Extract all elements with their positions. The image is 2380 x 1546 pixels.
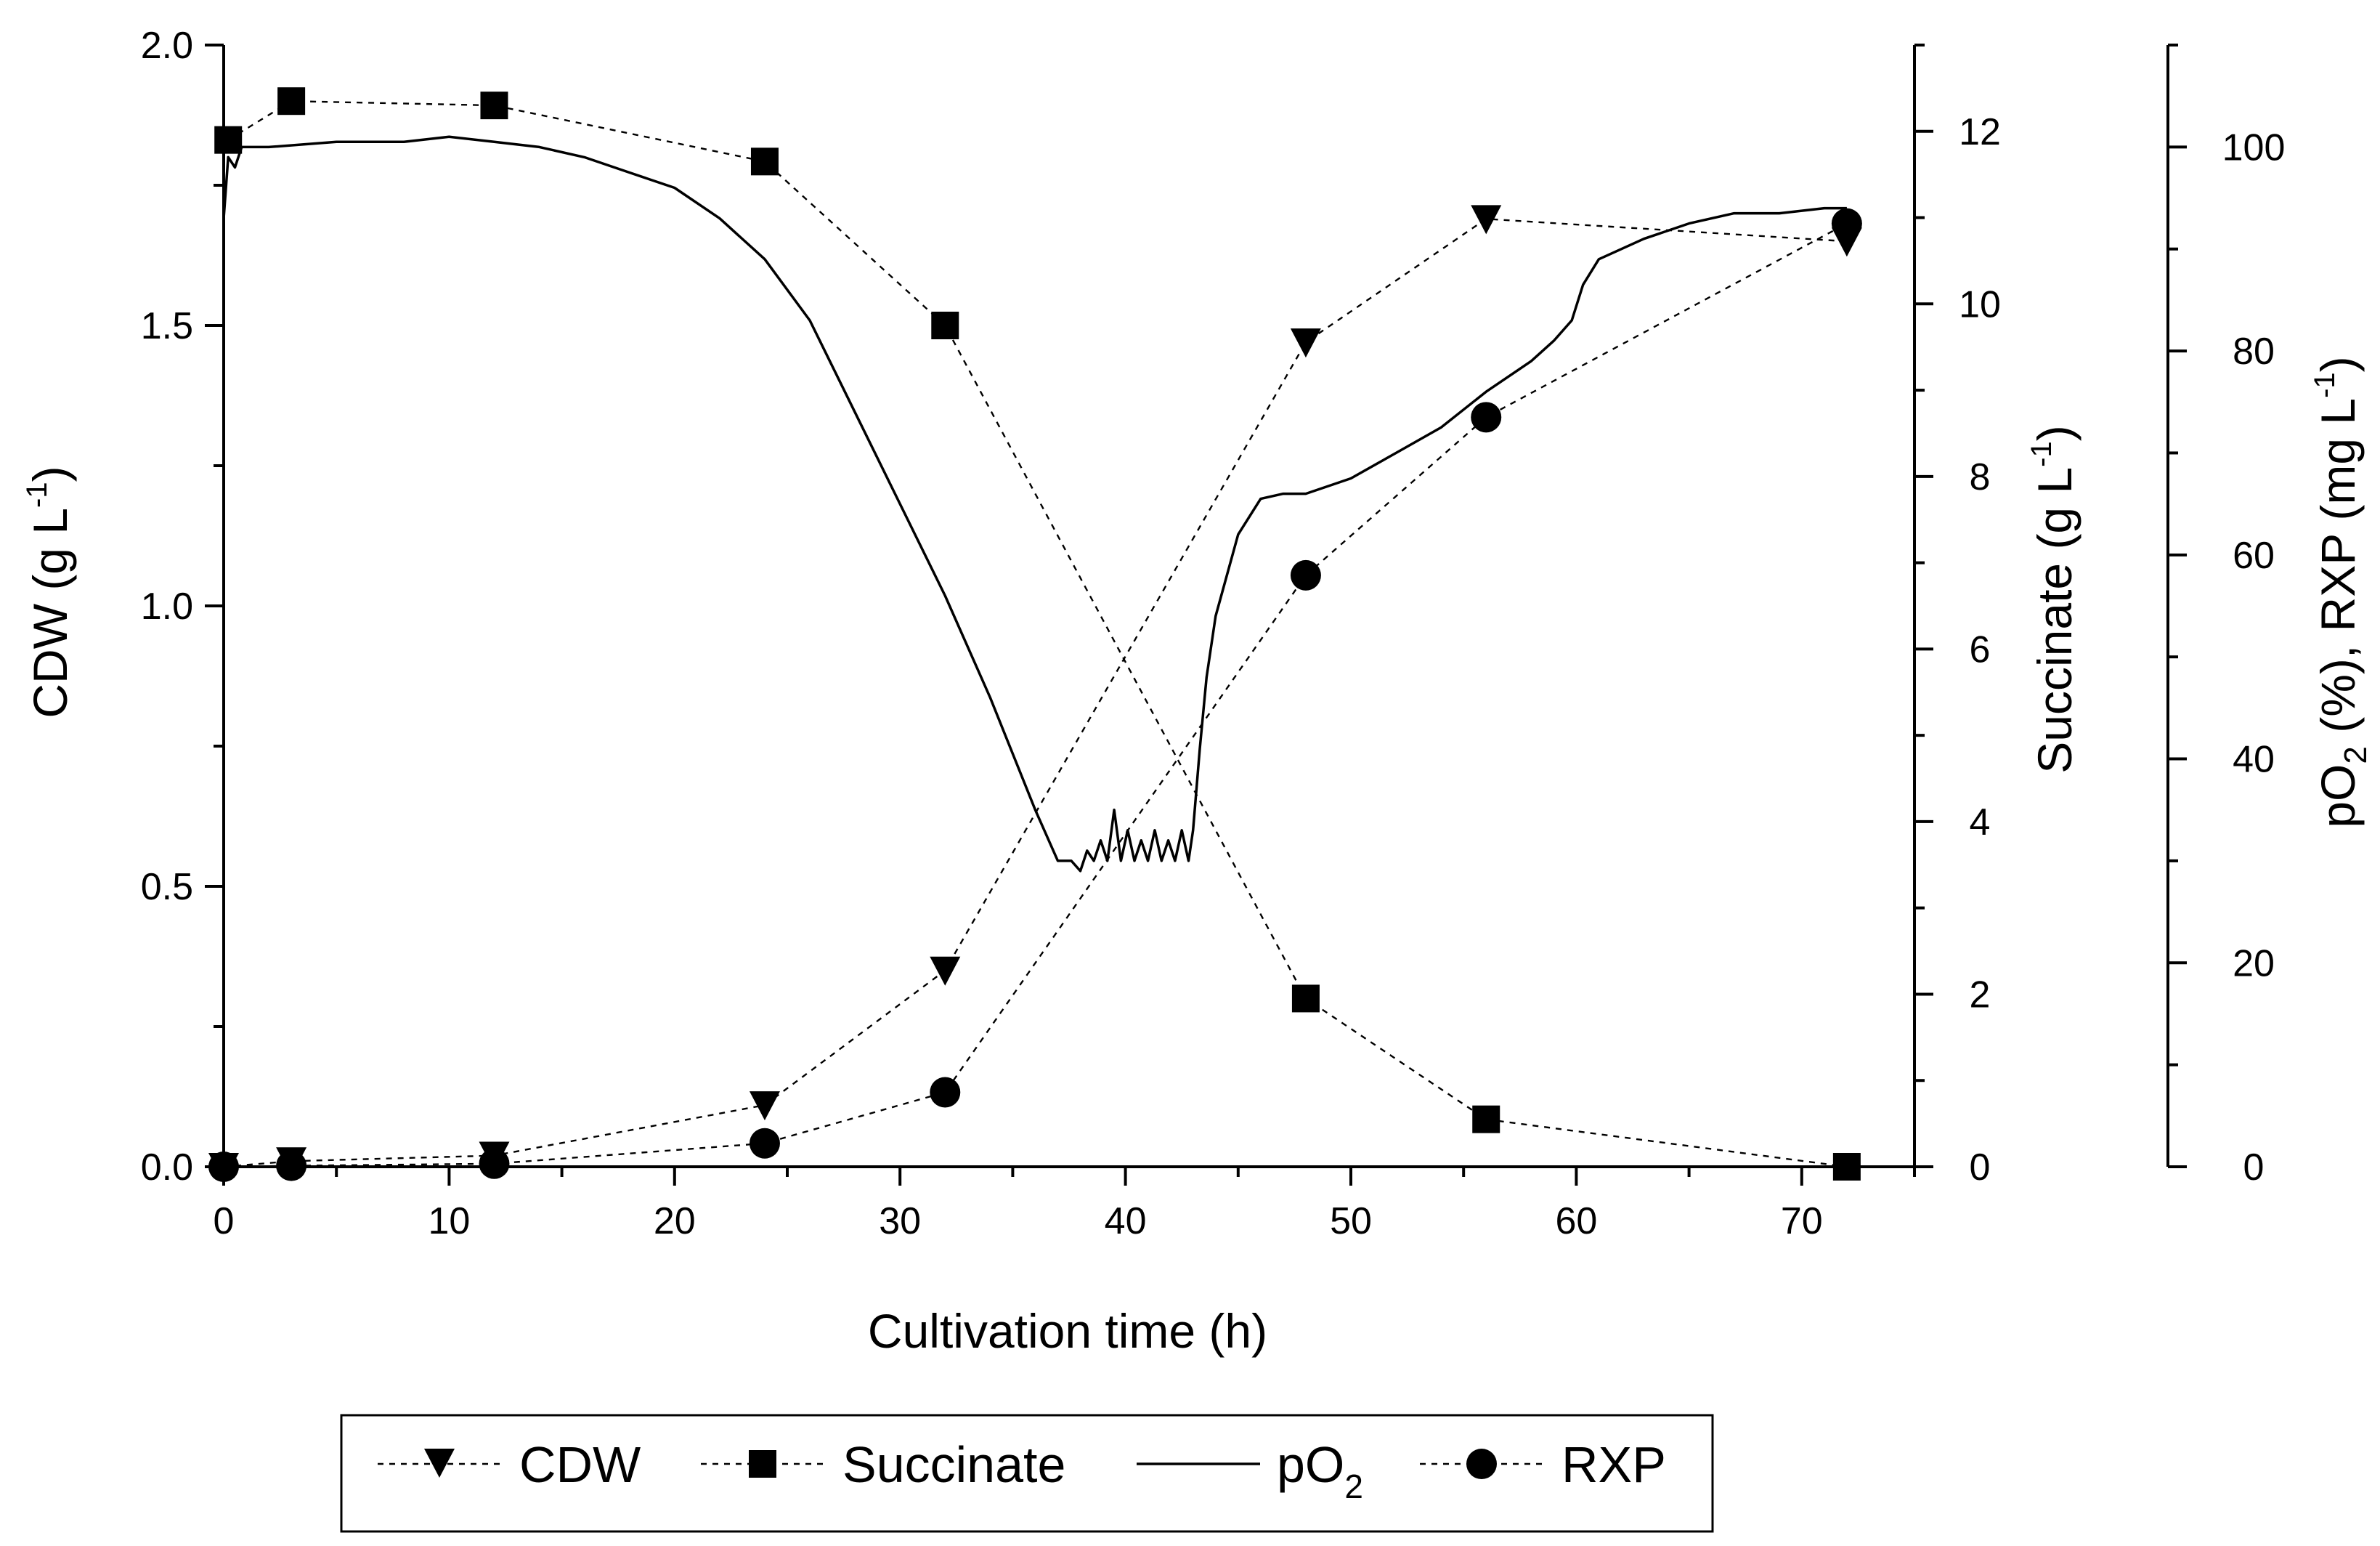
x-tick-label: 30 — [879, 1200, 921, 1242]
series-succinate — [214, 87, 1861, 1181]
rxp-point — [1290, 559, 1321, 591]
cdw-point — [1471, 205, 1502, 235]
middle-y-axis-title-main: Succinate (g L — [2028, 467, 2082, 774]
rxp-point — [930, 1077, 961, 1108]
rxp-point — [208, 1152, 239, 1182]
legend-po2-label-sub: 2 — [1344, 1468, 1363, 1505]
right-y-axis-title-sub: 2 — [2338, 746, 2373, 764]
x-tick-label: 70 — [1781, 1200, 1823, 1242]
x-tick-label: 50 — [1330, 1200, 1372, 1242]
right-y-axis-title-a: pO — [2311, 764, 2365, 828]
right-y-tick-label: 60 — [2233, 535, 2275, 577]
rxp-point — [479, 1148, 510, 1179]
legend-entry-succinate: Succinate — [701, 1436, 1065, 1493]
middle-y-tick-label: 10 — [1959, 283, 2001, 325]
series-po2 — [222, 135, 1847, 873]
middle-y-tick-label: 4 — [1970, 801, 1991, 843]
legend-po2-label-main: pO — [1277, 1436, 1344, 1493]
legend-rxp-label: RXP — [1561, 1436, 1666, 1493]
succinate-point — [1472, 1105, 1500, 1133]
x-tick-label: 10 — [428, 1200, 470, 1242]
middle-y-tick-label: 8 — [1970, 456, 1991, 498]
x-tick-label: 60 — [1555, 1200, 1597, 1242]
legend-succinate-marker — [749, 1450, 776, 1478]
succinate-point — [931, 312, 959, 339]
axes: 0 10 20 30 40 50 60 70 0.0 0.5 1.0 1.5 2.0 0 2 4 6 8 10 12 0… — [141, 25, 2286, 1242]
po2-line — [222, 135, 1847, 873]
legend-succinate-label: Succinate — [842, 1436, 1065, 1493]
right-y-axis-title: pO2 (%), RXP (mg L-1) — [2309, 356, 2373, 827]
middle-y-axis-title-end: ) — [2028, 425, 2082, 441]
cdw-point — [749, 1091, 780, 1121]
left-y-tick-label: 2.0 — [141, 25, 193, 67]
middle-y-tick-label: 2 — [1970, 974, 1991, 1016]
left-y-tick-label: 0.0 — [141, 1146, 193, 1189]
succinate-point — [1291, 984, 1320, 1013]
series-layer — [208, 87, 1862, 1182]
legend-cdw-marker — [424, 1449, 455, 1478]
right-y-tick-label: 20 — [2233, 942, 2275, 984]
succinate-line — [227, 100, 1848, 1168]
left-y-axis-title-sup: -1 — [21, 482, 53, 508]
x-axis-title: Cultivation time (h) — [868, 1304, 1267, 1358]
cdw-point — [930, 956, 961, 986]
left-y-tick-label: 0.5 — [141, 866, 193, 908]
left-y-tick-label: 1.0 — [141, 586, 193, 628]
middle-y-tick-label: 12 — [1959, 111, 2001, 153]
legend-entry-cdw: CDW — [378, 1436, 641, 1493]
middle-y-axis-title-sup: -1 — [2026, 441, 2058, 467]
cdw-point — [1290, 328, 1321, 358]
succinate-point — [214, 126, 243, 154]
right-y-tick-label: 0 — [2243, 1146, 2265, 1189]
middle-y-tick-label: 6 — [1970, 628, 1991, 671]
rxp-point — [749, 1128, 780, 1159]
right-y-tick-label: 80 — [2233, 331, 2275, 373]
legend-rxp-marker — [1466, 1449, 1497, 1479]
right-y-axis-title-end: ) — [2311, 356, 2365, 372]
succinate-point — [750, 147, 779, 176]
middle-y-tick-label: 0 — [1970, 1146, 1991, 1189]
legend-cdw-label: CDW — [519, 1436, 641, 1493]
left-y-tick-label: 1.5 — [141, 305, 193, 347]
middle-y-axis-title: Succinate (g L-1) — [2026, 425, 2082, 773]
right-y-tick-label: 100 — [2222, 126, 2286, 169]
right-y-tick-label: 40 — [2233, 739, 2275, 781]
left-y-axis-title-end: ) — [23, 466, 77, 482]
legend-entry-po2: pO2 — [1137, 1436, 1363, 1505]
succinate-point — [277, 87, 306, 116]
x-tick-label: 40 — [1105, 1200, 1147, 1242]
right-y-axis-title-b: (%), RXP (mg L — [2311, 398, 2365, 746]
cdw-line — [223, 218, 1847, 1168]
series-rxp — [208, 208, 1862, 1182]
series-cdw — [208, 205, 1862, 1182]
rxp-point — [276, 1150, 307, 1181]
x-tick-label: 20 — [654, 1200, 696, 1242]
succinate-point — [1832, 1153, 1861, 1181]
left-y-axis-title: CDW (g L-1) — [21, 466, 77, 718]
left-y-axis-title-main: CDW (g L — [23, 508, 77, 719]
succinate-point — [480, 92, 508, 120]
legend-po2-label: pO2 — [1277, 1436, 1363, 1505]
legend-entry-rxp: RXP — [1420, 1436, 1666, 1493]
legend: CDW Succinate pO2 RXP — [340, 1414, 1714, 1533]
rxp-line — [223, 222, 1848, 1168]
rxp-point — [1471, 402, 1502, 433]
right-y-axis-title-sup: -1 — [2309, 372, 2341, 398]
rxp-point — [1831, 208, 1862, 239]
x-tick-label: 0 — [214, 1200, 235, 1242]
